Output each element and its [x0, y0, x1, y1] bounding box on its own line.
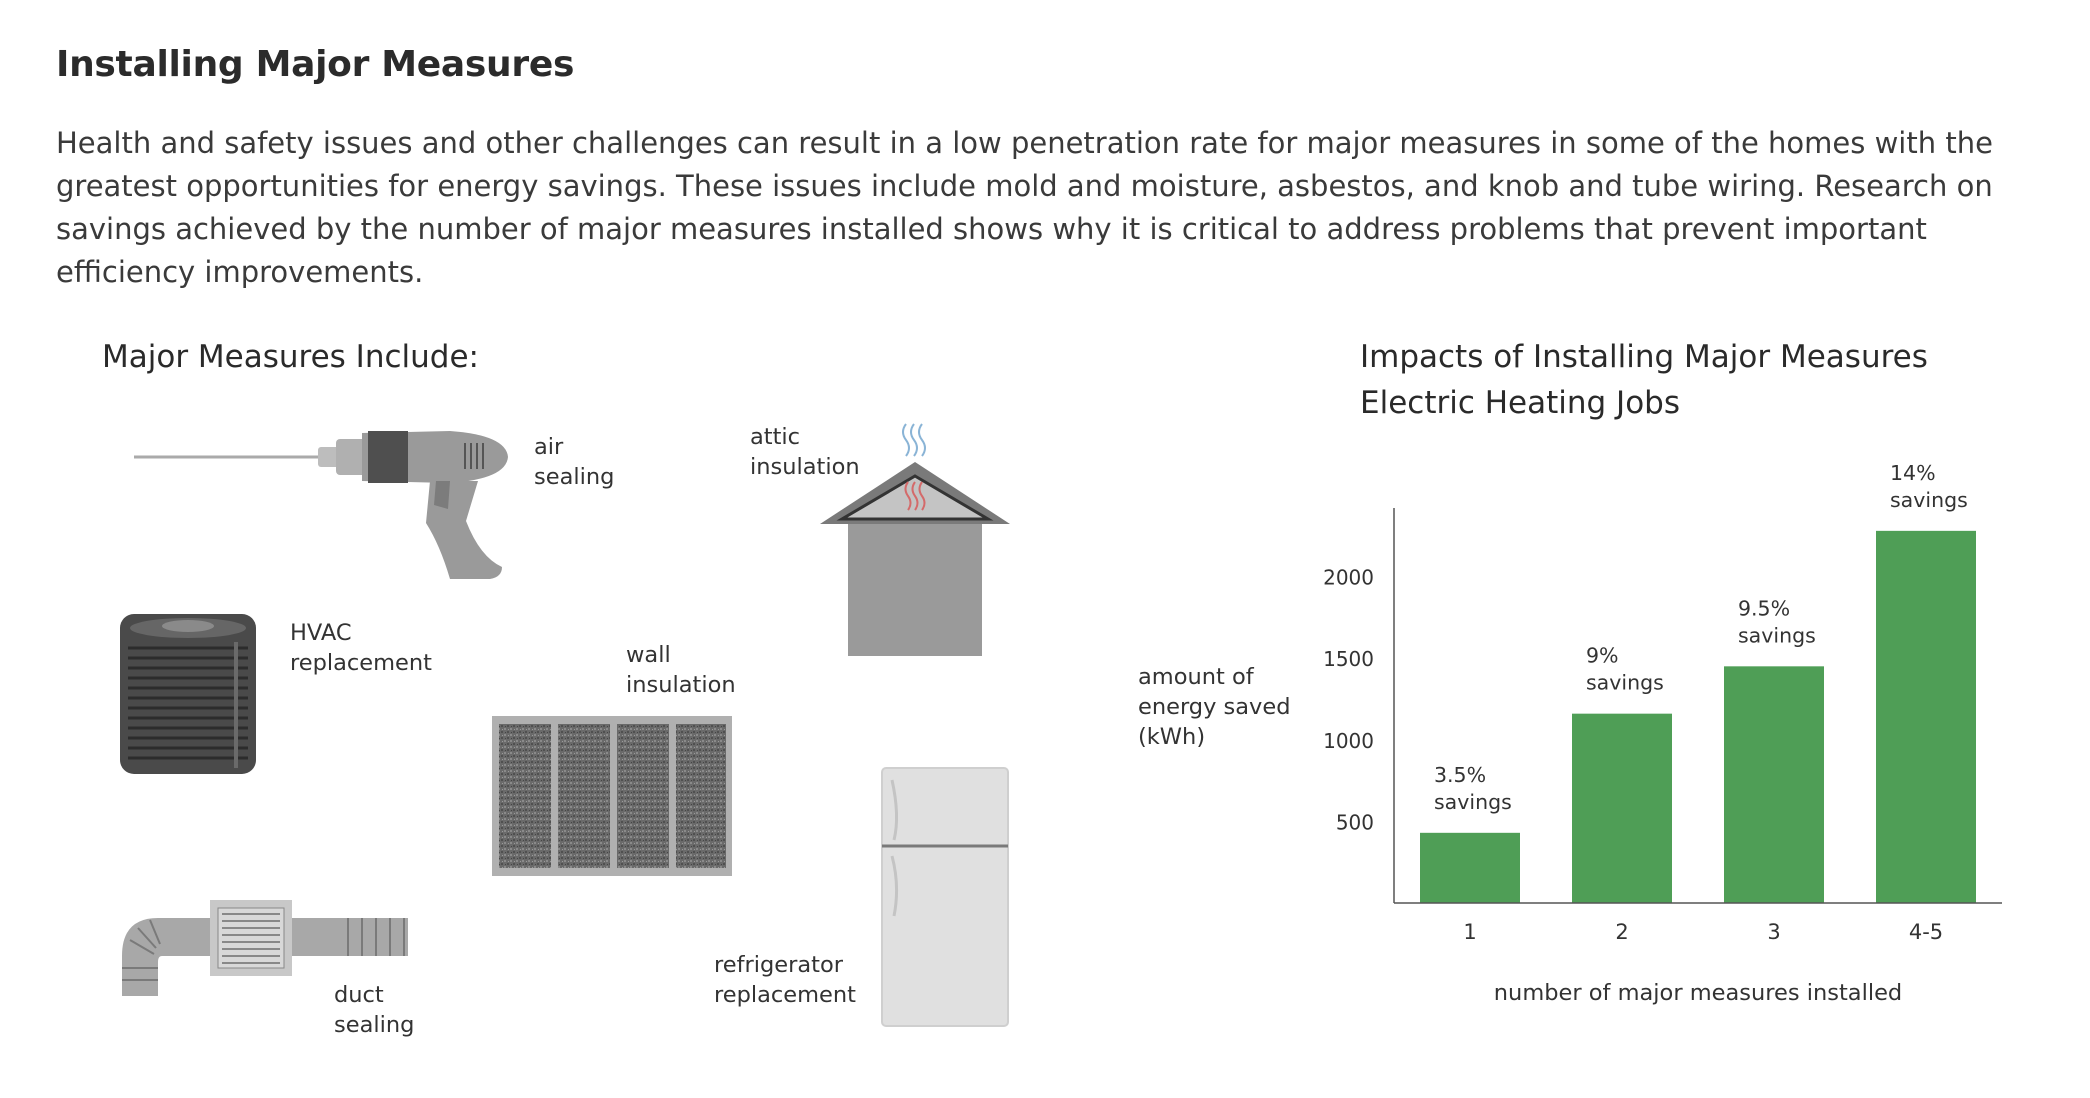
x-tick-label: 2	[1615, 920, 1628, 944]
bar	[1572, 713, 1672, 903]
y-tick-label: 500	[1336, 810, 1374, 834]
attic-insulation-label: attic insulation	[750, 424, 860, 480]
x-axis-label: number of major measures installed	[1494, 980, 1902, 1006]
data-label: savings	[1738, 623, 1816, 647]
wall-insulation-label: wall insulation	[626, 642, 736, 698]
refrigerator-icon	[881, 767, 1009, 1027]
bar	[1876, 530, 1976, 903]
house-attic-icon	[820, 423, 1010, 656]
bar	[1420, 832, 1520, 903]
data-label: 14%	[1890, 461, 1936, 485]
x-tick-label: 1	[1463, 920, 1476, 944]
data-label: 9%	[1586, 644, 1619, 668]
data-label: 3.5%	[1434, 763, 1486, 787]
bar	[1724, 666, 1824, 903]
chart-title: Impacts of Installing Major Measures	[1360, 339, 1928, 375]
heat-gun-icon	[134, 431, 508, 579]
duct-icon	[122, 900, 408, 996]
measures-heading: Major Measures Include:	[102, 339, 479, 375]
hvac-replacement-label: HVAC replacement	[290, 620, 432, 676]
page-title: Installing Major Measures	[56, 44, 575, 85]
data-label: savings	[1434, 790, 1512, 814]
data-label: savings	[1890, 488, 1968, 512]
duct-sealing-label: duct sealing	[334, 982, 415, 1038]
y-tick-label: 1500	[1323, 647, 1374, 671]
y-tick-label: 2000	[1323, 566, 1374, 590]
y-tick-label: 1000	[1323, 729, 1374, 753]
x-tick-label: 3	[1767, 920, 1780, 944]
air-sealing-label: air sealing	[534, 434, 615, 490]
data-label: 9.5%	[1738, 596, 1790, 620]
x-tick-label: 4-5	[1909, 920, 1943, 944]
y-axis-label: amount of energy saved (kWh)	[1138, 664, 1291, 750]
refrigerator-replacement-label: refrigerator replacement	[714, 952, 856, 1008]
intro-paragraph: Health and safety issues and other chall…	[56, 126, 1993, 289]
chart-subtitle: Electric Heating Jobs	[1360, 385, 1680, 421]
insulation-panel-icon	[492, 716, 732, 876]
data-label: savings	[1586, 671, 1664, 695]
ac-unit-icon	[120, 614, 256, 774]
